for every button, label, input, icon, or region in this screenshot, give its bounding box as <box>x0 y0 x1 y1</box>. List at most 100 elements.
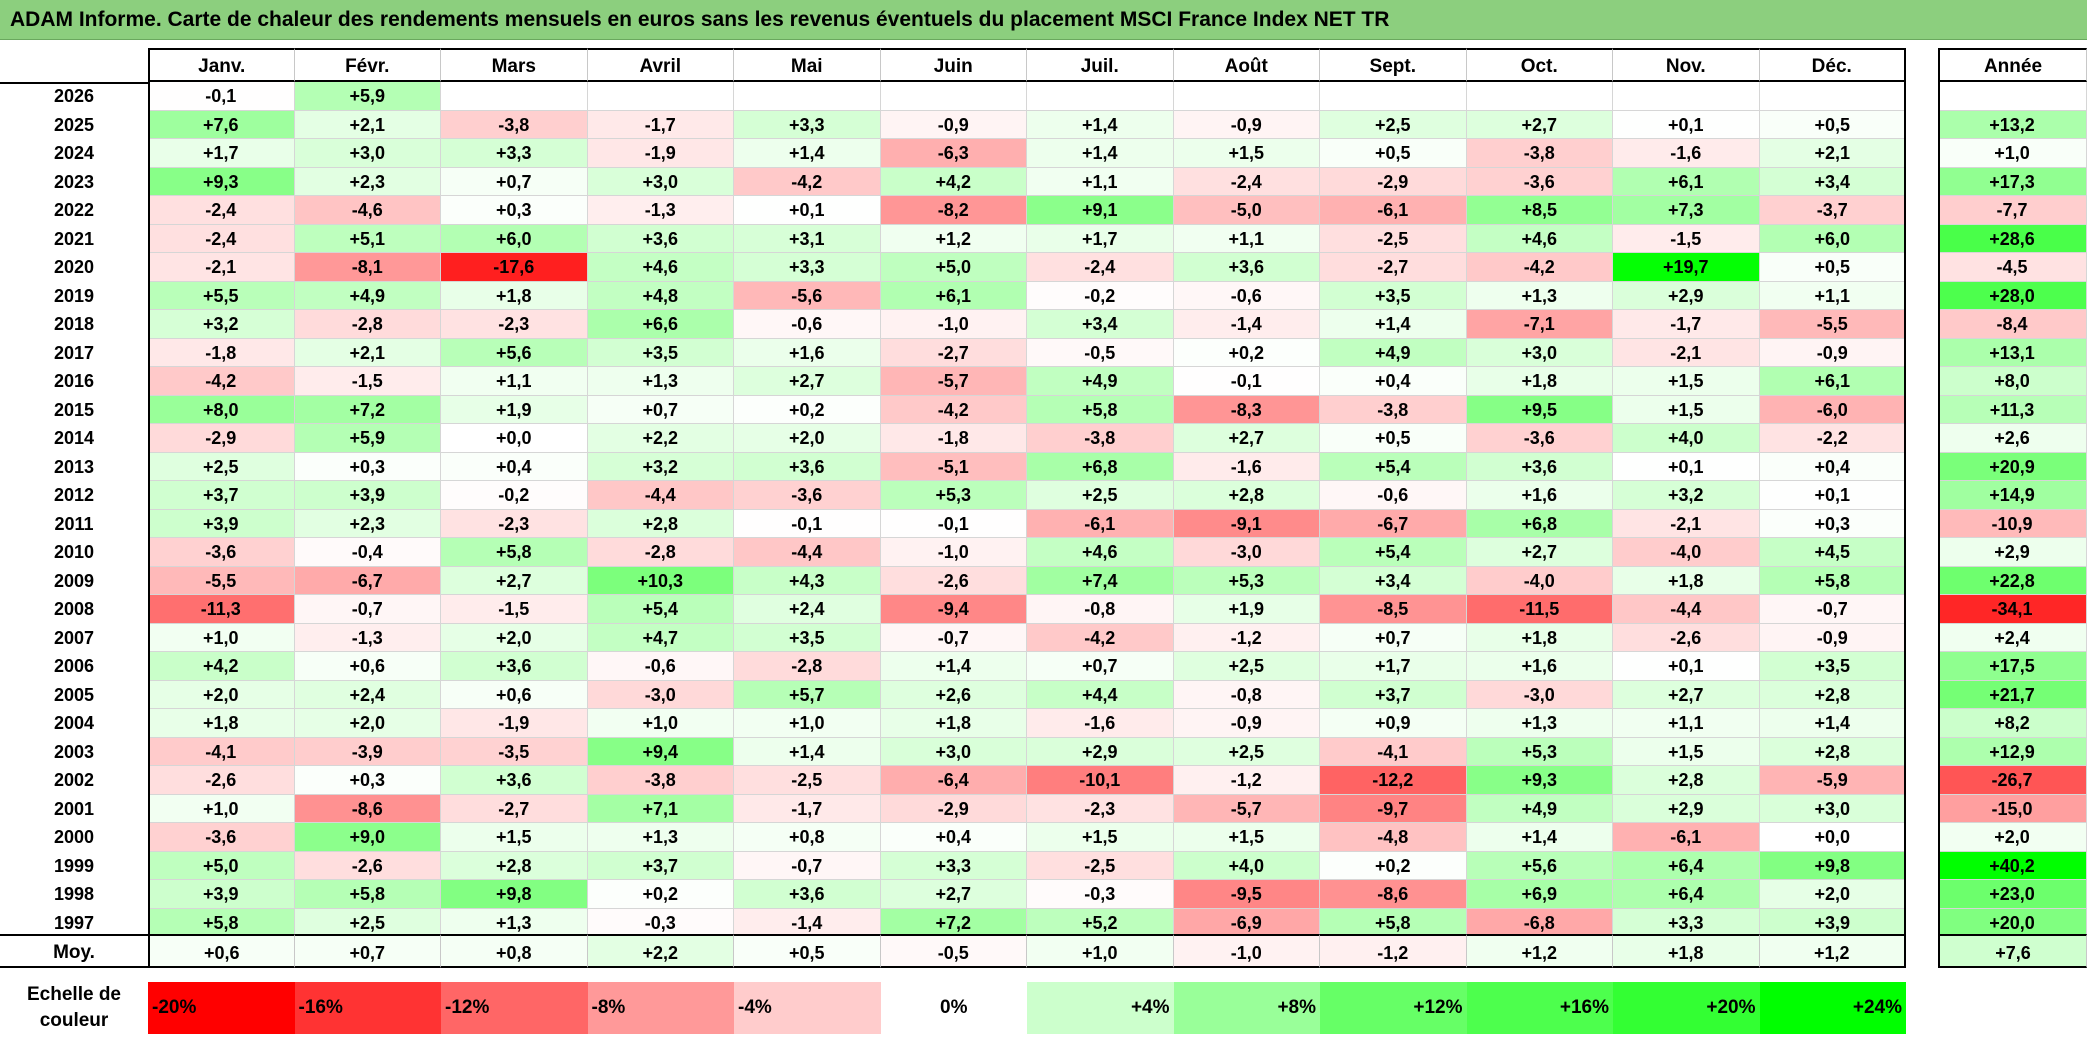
annual-cell: +28,6 <box>1938 224 2087 253</box>
heatmap-cell: -0,1 <box>880 509 1027 538</box>
heatmap-cell: -4,2 <box>1027 623 1174 652</box>
heatmap-cell: +1,8 <box>1466 367 1613 396</box>
heatmap-cell: +3,6 <box>441 766 588 795</box>
year-label: 2010 <box>53 542 95 562</box>
heatmap-cell: -3,0 <box>1173 538 1320 567</box>
heatmap-cell: +3,3 <box>734 253 881 282</box>
heatmap-cell: +5,2 <box>1027 908 1174 937</box>
heatmap-cell: +2,1 <box>1759 139 1906 168</box>
heatmap-cell: +1,8 <box>441 281 588 310</box>
heatmap-cell: -9,4 <box>880 595 1027 624</box>
heatmap-cell: +1,8 <box>1613 566 1760 595</box>
heatmap-cell <box>441 82 588 111</box>
heatmap-cell: -0,6 <box>1173 281 1320 310</box>
heatmap-cell: +3,5 <box>1759 652 1906 681</box>
heatmap-cell: +1,4 <box>734 139 881 168</box>
heatmap-cell: -6,1 <box>1613 823 1760 852</box>
heatmap-cell: -8,5 <box>1320 595 1467 624</box>
heatmap-cell: +2,0 <box>294 709 441 738</box>
year-label: 2000 <box>53 827 95 847</box>
heatmap-cell: +0,3 <box>441 196 588 225</box>
color-scale-step: -4% <box>734 982 881 1034</box>
heatmap-cell: -3,9 <box>294 737 441 766</box>
heatmap-cell: +6,1 <box>1759 367 1906 396</box>
heatmap-cell: +0,8 <box>734 823 881 852</box>
color-scale-step: +8% <box>1173 982 1320 1034</box>
heatmap-cell: -0,8 <box>1173 680 1320 709</box>
heatmap-cell: +1,9 <box>1173 595 1320 624</box>
heatmap-cell: -2,8 <box>734 652 881 681</box>
heatmap-cell: +3,6 <box>441 652 588 681</box>
color-scale-step: +20% <box>1613 982 1760 1034</box>
heatmap-cell: -3,8 <box>1027 424 1174 453</box>
heatmap-cell: -4,2 <box>880 395 1027 424</box>
annual-cell: +2,6 <box>1938 424 2087 453</box>
heatmap-cell: +5,7 <box>734 680 881 709</box>
heatmap-cell: -1,5 <box>294 367 441 396</box>
heatmap-cell: -1,6 <box>1027 709 1174 738</box>
heatmap-cell: +0,5 <box>1759 253 1906 282</box>
heatmap-cell: -7,1 <box>1466 310 1613 339</box>
heatmap-cell: -2,6 <box>148 766 295 795</box>
heatmap-cell: -2,6 <box>1613 623 1760 652</box>
heatmap-cell: -4,8 <box>1320 823 1467 852</box>
heatmap-cell: +1,1 <box>441 367 588 396</box>
heatmap-cell: +6,0 <box>1759 224 1906 253</box>
heatmap-cell: +1,7 <box>148 139 295 168</box>
heatmap-cell: -0,9 <box>1173 709 1320 738</box>
heatmap-cell: -1,5 <box>441 595 588 624</box>
year-label: 2008 <box>53 599 95 619</box>
heatmap-cell: +0,7 <box>587 395 734 424</box>
heatmap-cell: +4,9 <box>1320 338 1467 367</box>
heatmap-cell: +0,0 <box>1759 823 1906 852</box>
heatmap-cell: -11,5 <box>1466 595 1613 624</box>
heatmap-cell: +9,3 <box>148 167 295 196</box>
annual-cell: +2,0 <box>1938 823 2087 852</box>
heatmap-cell: +2,5 <box>1320 110 1467 139</box>
heatmap-cell: -6,9 <box>1173 908 1320 937</box>
heatmap-cell: +1,8 <box>880 709 1027 738</box>
heatmap-cell: -5,9 <box>1759 766 1906 795</box>
heatmap-cell: +3,7 <box>1320 680 1467 709</box>
heatmap-cell: +2,5 <box>1027 481 1174 510</box>
heatmap-cell: +8,0 <box>148 395 295 424</box>
heatmap-cell: +2,8 <box>1613 766 1760 795</box>
heatmap-cell: +1,4 <box>1027 110 1174 139</box>
heatmap-cell: +4,5 <box>1759 538 1906 567</box>
heatmap-cell: +2,7 <box>1173 424 1320 453</box>
heatmap-cell: +19,7 <box>1613 253 1760 282</box>
heatmap-cell: -3,8 <box>441 110 588 139</box>
month-header: Oct. <box>1466 48 1613 82</box>
heatmap-cell: -2,3 <box>1027 794 1174 823</box>
heatmap-cell: +1,9 <box>441 395 588 424</box>
heatmap-cell: +6,6 <box>587 310 734 339</box>
heatmap-cell: +4,6 <box>1027 538 1174 567</box>
heatmap-cell: -4,1 <box>148 737 295 766</box>
heatmap-cell: -2,6 <box>294 851 441 880</box>
heatmap-cell: +4,9 <box>294 281 441 310</box>
heatmap-cell: +0,7 <box>441 167 588 196</box>
heatmap-cell: -4,2 <box>1466 253 1613 282</box>
year-label: 1998 <box>53 884 95 904</box>
heatmap-cell: +7,6 <box>148 110 295 139</box>
heatmap-cell: -3,8 <box>1320 395 1467 424</box>
heatmap-cell: +1,8 <box>1466 623 1613 652</box>
heatmap-cell: +1,1 <box>1173 224 1320 253</box>
heatmap-cell: -5,6 <box>734 281 881 310</box>
heatmap-cell: +0,2 <box>734 395 881 424</box>
heatmap-cell: +5,9 <box>294 82 441 111</box>
average-annual-cell: +7,6 <box>1938 934 2087 968</box>
year-label: 2022 <box>53 200 95 220</box>
heatmap-cell: -4,4 <box>1613 595 1760 624</box>
heatmap-cell: -3,6 <box>1466 424 1613 453</box>
heatmap-cell: -9,1 <box>1173 509 1320 538</box>
heatmap-cell: +5,8 <box>1320 908 1467 937</box>
heatmap-cell: +4,8 <box>587 281 734 310</box>
heatmap-cell: +1,7 <box>1320 652 1467 681</box>
heatmap-cell: +3,5 <box>734 623 881 652</box>
heatmap-cell: -0,2 <box>1027 281 1174 310</box>
heatmap-cell: +5,6 <box>1466 851 1613 880</box>
heatmap-cell: -0,9 <box>1759 338 1906 367</box>
heatmap-cell: -1,0 <box>880 538 1027 567</box>
annual-cell: +23,0 <box>1938 880 2087 909</box>
